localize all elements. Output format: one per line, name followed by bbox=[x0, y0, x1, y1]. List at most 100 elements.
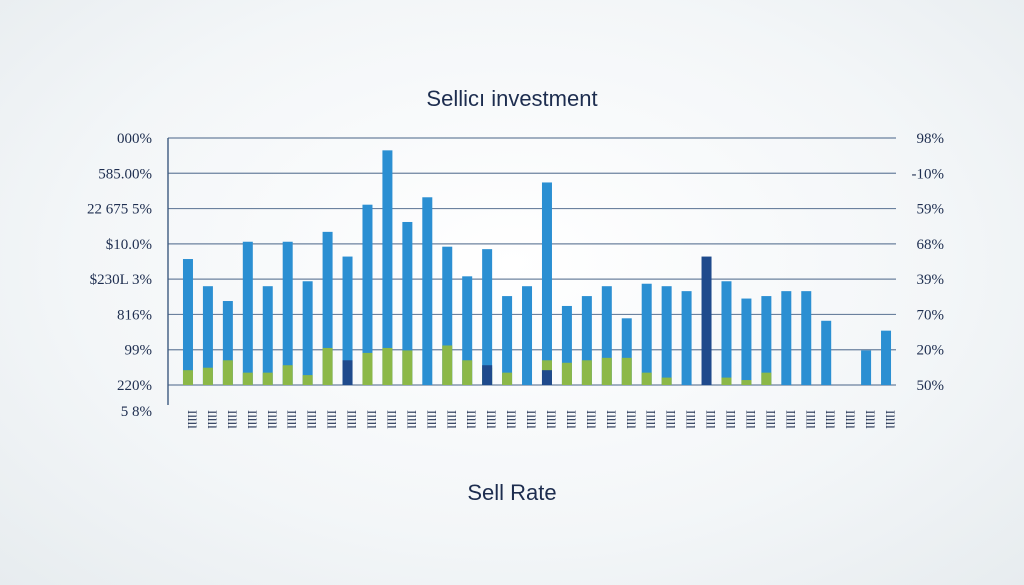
bar bbox=[601, 286, 612, 385]
y-tick-label-right: 59% bbox=[917, 202, 945, 218]
chart-title: Sellicı investment bbox=[426, 86, 598, 111]
bar-segment bbox=[721, 377, 732, 385]
x-tick-label: Illll bbox=[584, 410, 599, 429]
bar bbox=[561, 305, 572, 385]
bar bbox=[202, 286, 213, 385]
x-tick-label: Illll bbox=[305, 410, 320, 429]
bar-segment bbox=[601, 357, 612, 385]
bar-segment bbox=[741, 380, 752, 385]
x-tick-label: Illll bbox=[704, 410, 719, 429]
x-tick-label: Illll bbox=[843, 410, 858, 429]
bar bbox=[342, 256, 353, 385]
bar-segment bbox=[282, 365, 293, 385]
bar bbox=[262, 286, 273, 385]
bar-segment bbox=[242, 372, 253, 385]
bar bbox=[522, 286, 533, 385]
x-tick-label: Illll bbox=[185, 410, 200, 429]
x-tick-label: Illll bbox=[265, 410, 280, 429]
x-tick-label: Illll bbox=[684, 410, 699, 429]
x-tick-label: Illll bbox=[424, 410, 439, 429]
y-tick-label-left: $10.0% bbox=[106, 237, 152, 253]
bar bbox=[462, 276, 473, 385]
x-tick-label: Illll bbox=[863, 410, 878, 429]
bar bbox=[422, 197, 433, 385]
x-tick-label: Illll bbox=[644, 410, 659, 429]
x-tick-label: Illll bbox=[484, 410, 499, 429]
bar-segment bbox=[222, 360, 233, 385]
y-tick-label-left: 5 8% bbox=[121, 404, 152, 420]
bar bbox=[362, 204, 373, 385]
x-tick-label: Illll bbox=[245, 410, 260, 429]
bar bbox=[402, 221, 413, 385]
bar-segment bbox=[202, 367, 213, 385]
x-tick-label: Illll bbox=[564, 410, 579, 429]
bar-segment bbox=[502, 372, 513, 385]
bar bbox=[621, 318, 632, 385]
bar-segment bbox=[182, 370, 193, 385]
bar-segment bbox=[761, 372, 772, 385]
x-tick-label: Illll bbox=[624, 410, 639, 429]
bar-segment bbox=[561, 362, 572, 385]
bar bbox=[821, 320, 832, 385]
x-tick-label: Illll bbox=[664, 410, 679, 429]
bar-segment bbox=[322, 347, 333, 385]
bar bbox=[881, 330, 892, 385]
y-tick-label-right: 70% bbox=[917, 307, 945, 323]
y-tick-label-left: 220% bbox=[117, 378, 152, 394]
y-tick-label-left: 816% bbox=[117, 307, 152, 323]
bar bbox=[541, 182, 552, 385]
y-tick-label-right: 50% bbox=[917, 378, 945, 394]
y-tick-label-right: 98% bbox=[917, 131, 945, 147]
y-tick-label-left: 585.00% bbox=[98, 166, 152, 182]
bar-segment bbox=[661, 377, 672, 385]
bar-segment bbox=[621, 357, 632, 385]
y-tick-label-right: 39% bbox=[917, 272, 945, 288]
bar bbox=[641, 283, 652, 385]
y-tick-label-right: 20% bbox=[917, 343, 945, 359]
x-tick-label: Illll bbox=[883, 410, 898, 429]
x-tick-label: Illll bbox=[544, 410, 559, 429]
bar bbox=[222, 301, 233, 385]
y-tick-label-left: 22 675 5% bbox=[87, 202, 152, 218]
x-tick-label: Illll bbox=[504, 410, 519, 429]
x-tick-label: Illll bbox=[823, 410, 838, 429]
x-tick-label: Illll bbox=[803, 410, 818, 429]
y-tick-label-left: 99% bbox=[125, 343, 153, 359]
bar-segment bbox=[462, 360, 473, 385]
bar-segment bbox=[442, 345, 453, 385]
x-tick-label: Illll bbox=[763, 410, 778, 429]
x-tick-label: Illll bbox=[325, 410, 340, 429]
bar-segment bbox=[382, 347, 393, 385]
bar-segment bbox=[302, 375, 313, 385]
x-tick-label: Illll bbox=[285, 410, 300, 429]
bar-segment bbox=[402, 350, 413, 385]
bar bbox=[182, 259, 193, 385]
bar bbox=[242, 241, 253, 385]
x-tick-label: Illll bbox=[743, 410, 758, 429]
bar bbox=[442, 246, 453, 385]
x-tick-label: Illll bbox=[604, 410, 619, 429]
bar bbox=[482, 249, 493, 385]
x-tick-label: Illll bbox=[723, 410, 738, 429]
x-tick-label: Illll bbox=[783, 410, 798, 429]
bar bbox=[581, 296, 592, 385]
x-tick-label: Illll bbox=[464, 410, 479, 429]
bar bbox=[382, 150, 393, 385]
bar bbox=[861, 350, 872, 385]
y-tick-label-right: 68% bbox=[917, 237, 945, 253]
x-axis-label: Sell Rate bbox=[467, 480, 557, 505]
bar-segment bbox=[262, 372, 273, 385]
x-tick-label: Illll bbox=[524, 410, 539, 429]
x-tick-label: Illll bbox=[364, 410, 379, 429]
bar bbox=[681, 291, 692, 385]
x-tick-label: Illll bbox=[404, 410, 419, 429]
bar bbox=[761, 296, 772, 385]
x-tick-label: Illll bbox=[384, 410, 399, 429]
bar-segment bbox=[541, 370, 552, 385]
bar bbox=[302, 281, 313, 385]
bar bbox=[322, 231, 333, 385]
y-tick-label-right: -10% bbox=[912, 166, 945, 182]
x-tick-label: Illll bbox=[205, 410, 220, 429]
